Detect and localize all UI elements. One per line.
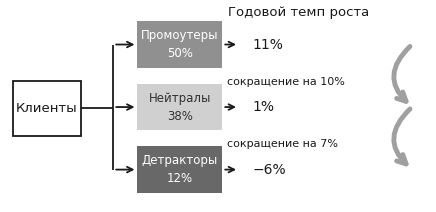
Text: Детракторы
12%: Детракторы 12% [142, 154, 218, 185]
Text: Клиенты: Клиенты [16, 102, 78, 115]
FancyBboxPatch shape [137, 21, 222, 68]
FancyBboxPatch shape [137, 84, 222, 130]
Text: сокращение на 10%: сокращение на 10% [227, 77, 344, 87]
Text: Нейтралы
38%: Нейтралы 38% [149, 92, 211, 123]
Text: 1%: 1% [253, 100, 275, 114]
Text: −6%: −6% [253, 163, 286, 177]
Text: Годовой темп роста: Годовой темп роста [228, 6, 369, 19]
Text: 11%: 11% [253, 38, 284, 52]
FancyBboxPatch shape [137, 146, 222, 193]
Text: сокращение на 7%: сокращение на 7% [227, 139, 338, 149]
FancyBboxPatch shape [13, 81, 81, 136]
Text: Промоутеры
50%: Промоутеры 50% [141, 29, 218, 60]
